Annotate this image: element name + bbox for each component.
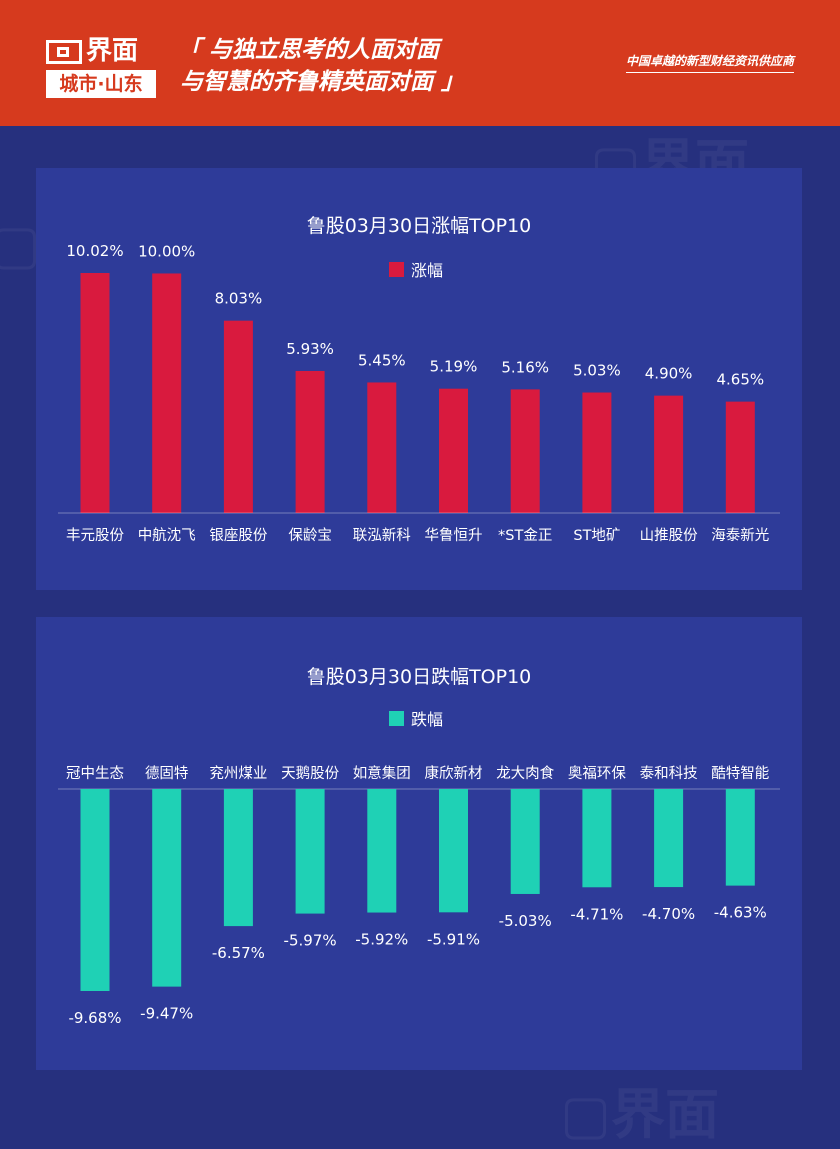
category-label: 保龄宝 <box>288 527 332 544</box>
data-label: -4.63% <box>714 904 767 922</box>
data-label: 5.19% <box>430 358 478 376</box>
logo-sub-text: 城市·山东 <box>46 70 156 98</box>
rise-chart-panel: 鲁股03月30日涨幅TOP10 涨幅 10.02% 丰元股份 10.00% 中航沈飞 8.0… <box>36 168 802 590</box>
data-label: 4.90% <box>645 365 693 383</box>
bar <box>510 389 540 513</box>
category-label: 冠中生态 <box>66 765 124 782</box>
bar <box>367 382 397 513</box>
bar <box>725 401 755 513</box>
category-label: 泰和科技 <box>640 765 698 782</box>
data-label: -9.68% <box>68 1009 121 1027</box>
slogan: 「 与独立思考的人面对面 与智慧的齐鲁精英面对面 」 <box>178 34 464 98</box>
data-label: -4.71% <box>570 905 623 923</box>
tagline: 中国卓越的新型财经资讯供应商 <box>625 52 794 73</box>
legend-label: 涨幅 <box>411 261 443 280</box>
watermark-logo-icon: ▢界面 <box>560 1083 720 1146</box>
data-label: -9.47% <box>140 1005 193 1023</box>
logo-main-text: 界面 <box>86 36 139 66</box>
logo-mark-icon <box>46 39 82 64</box>
category-label: 康欣新材 <box>425 765 483 782</box>
category-label: *ST金正 <box>498 527 552 544</box>
data-label: 8.03% <box>215 290 263 308</box>
category-label: 联泓新科 <box>353 527 411 544</box>
category-label: 山推股份 <box>640 527 698 544</box>
category-label: 德固特 <box>145 765 189 782</box>
category-label: 龙大肉食 <box>496 765 554 782</box>
bar <box>367 789 397 913</box>
bar <box>223 320 253 513</box>
data-label: -5.97% <box>284 932 337 950</box>
category-label: 华鲁恒升 <box>425 527 483 544</box>
bar <box>295 789 325 914</box>
category-label: 中航沈飞 <box>138 527 196 544</box>
bar <box>295 370 325 513</box>
legend-label: 跌幅 <box>411 710 443 729</box>
bar <box>654 395 684 513</box>
category-label: 海泰新光 <box>711 527 769 544</box>
bar <box>223 789 253 927</box>
data-label: -6.57% <box>212 944 265 962</box>
legend-swatch <box>389 711 404 726</box>
data-label: -5.91% <box>427 930 480 948</box>
data-label: 10.00% <box>138 242 195 260</box>
category-label: 酷特智能 <box>711 765 769 782</box>
data-label: 5.16% <box>501 358 549 376</box>
rise-chart: 鲁股03月30日涨幅TOP10 涨幅 10.02% 丰元股份 10.00% 中航沈飞 8.0… <box>58 215 780 544</box>
data-label: -5.03% <box>499 912 552 930</box>
legend-swatch <box>389 262 404 277</box>
slogan-line-1: 「 与独立思考的人面对面 <box>178 37 440 63</box>
data-label: 4.65% <box>716 371 764 389</box>
data-label: 5.45% <box>358 351 406 369</box>
data-label: 5.93% <box>286 340 334 358</box>
chart-title: 鲁股03月30日跌幅TOP10 <box>307 666 532 688</box>
bar <box>80 273 110 513</box>
data-label: 10.02% <box>66 242 123 260</box>
bar <box>152 273 182 513</box>
category-label: 奥福环保 <box>568 765 626 782</box>
fall-chart-panel: 鲁股03月30日跌幅TOP10 跌幅 -9.68% 冠中生态 -9.47% 德固特 -6.5… <box>36 617 802 1070</box>
category-label: 天鹅股份 <box>281 765 339 782</box>
bar <box>80 789 110 991</box>
category-label: ST地矿 <box>573 527 620 544</box>
bar <box>582 789 612 888</box>
header-banner: 界面 城市·山东 「 与独立思考的人面对面 与智慧的齐鲁精英面对面 」 中国卓越… <box>0 0 840 126</box>
category-label: 兖州煤业 <box>209 765 267 782</box>
bar <box>582 392 612 513</box>
category-label: 如意集团 <box>353 764 411 782</box>
category-label: 银座股份 <box>209 527 267 544</box>
bar <box>152 789 182 987</box>
bar <box>654 789 684 888</box>
chart-title: 鲁股03月30日涨幅TOP10 <box>307 215 532 237</box>
bar <box>725 789 755 886</box>
fall-chart: 鲁股03月30日跌幅TOP10 跌幅 -9.68% 冠中生态 -9.47% 德固特 -6.5… <box>58 666 780 1027</box>
slogan-line-2: 与智慧的齐鲁精英面对面 」 <box>180 69 465 95</box>
bar <box>439 789 468 913</box>
logo: 界面 城市·山东 <box>46 36 156 100</box>
bar <box>439 388 468 513</box>
data-label: -5.92% <box>355 931 408 949</box>
category-label: 丰元股份 <box>66 527 124 544</box>
bar <box>510 789 540 894</box>
data-label: -4.70% <box>642 905 695 923</box>
data-label: 5.03% <box>573 362 621 380</box>
